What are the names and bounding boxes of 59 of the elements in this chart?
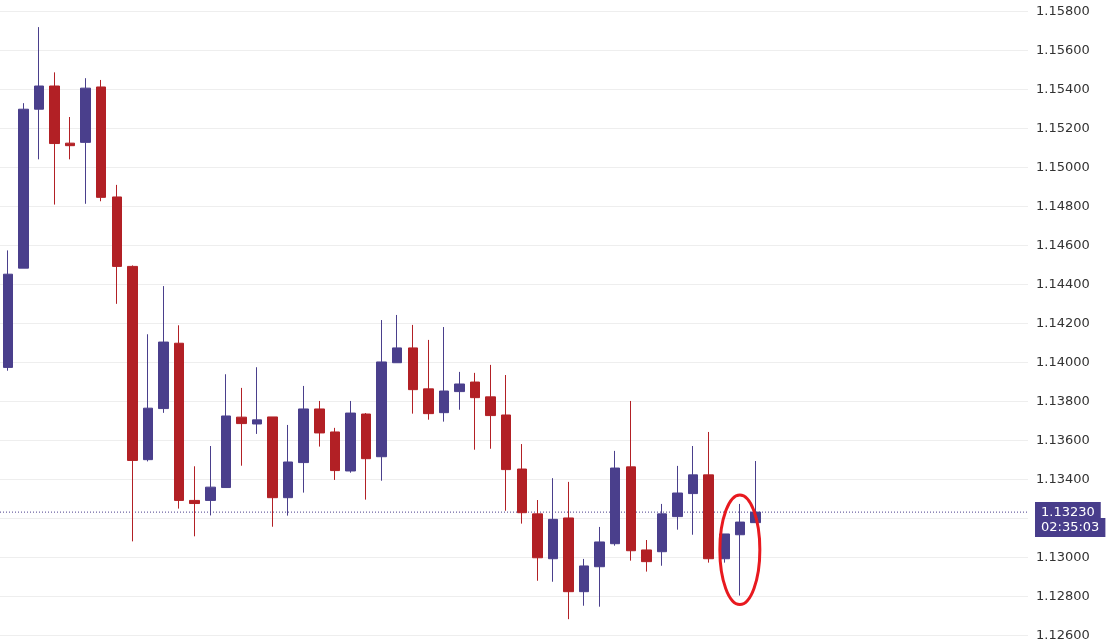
y-tick-label: 1.15400	[1036, 81, 1090, 97]
y-tick-label: 1.14000	[1036, 354, 1090, 370]
candlestick	[532, 499, 543, 582]
y-tick-label: 1.14400	[1036, 276, 1090, 292]
candlestick	[65, 116, 75, 160]
y-tick-label: 1.13400	[1036, 471, 1090, 487]
candlestick	[112, 184, 122, 305]
y-tick-label: 1.13600	[1036, 432, 1090, 448]
y-tick-label: 1.13000	[1036, 549, 1090, 565]
candlestick	[158, 285, 169, 414]
candlestick	[345, 400, 356, 474]
candlestick	[49, 71, 60, 206]
candlestick	[205, 445, 216, 516]
candlestick	[18, 102, 29, 269]
candlestick	[143, 333, 153, 462]
candlestick	[594, 526, 605, 608]
candlestick	[298, 385, 309, 494]
candlestick	[314, 400, 325, 448]
candlestick	[376, 319, 387, 482]
candlestick	[80, 77, 91, 205]
candlestick	[127, 264, 138, 542]
y-tick-label: 1.12800	[1036, 588, 1090, 604]
y-tick-label: 1.12600	[1036, 627, 1090, 642]
candlestick	[34, 26, 44, 160]
candlestick	[703, 431, 714, 564]
y-tick-label: 1.14800	[1036, 198, 1090, 214]
ref-line-label: 1.13230	[1041, 504, 1095, 520]
candlestick	[189, 465, 200, 537]
candlestick	[423, 339, 434, 421]
candlestick	[267, 416, 278, 528]
candlestick	[236, 387, 247, 467]
candlestick	[392, 314, 402, 364]
candlestick	[641, 539, 652, 573]
candlestick	[548, 477, 558, 583]
y-tick-label: 1.15200	[1036, 120, 1090, 136]
y-tick-label: 1.15800	[1036, 3, 1090, 19]
candlestick	[439, 326, 449, 423]
candlestick	[3, 249, 13, 372]
candlestick	[626, 400, 636, 562]
candlestick	[579, 558, 589, 607]
candlestick	[517, 443, 527, 525]
candlestick	[454, 371, 465, 411]
y-tick-label: 1.15600	[1036, 42, 1090, 58]
candlestick	[221, 373, 231, 489]
candlestick	[563, 481, 574, 620]
y-tick-label: 1.13800	[1036, 393, 1090, 409]
y-tick-label: 1.15000	[1036, 159, 1090, 175]
candlestick	[470, 372, 480, 451]
candlestick	[330, 427, 340, 481]
y-tick-label: 1.14200	[1036, 315, 1090, 331]
candlestick	[485, 364, 496, 450]
y-tick-label: 1.14600	[1036, 237, 1090, 253]
candlestick	[96, 79, 106, 202]
candlestick	[174, 324, 184, 510]
candlestick	[408, 324, 418, 415]
candlestick	[501, 374, 511, 512]
candlestick	[361, 412, 371, 501]
candlestick	[252, 366, 262, 435]
text: 02:35:03	[1041, 519, 1100, 535]
